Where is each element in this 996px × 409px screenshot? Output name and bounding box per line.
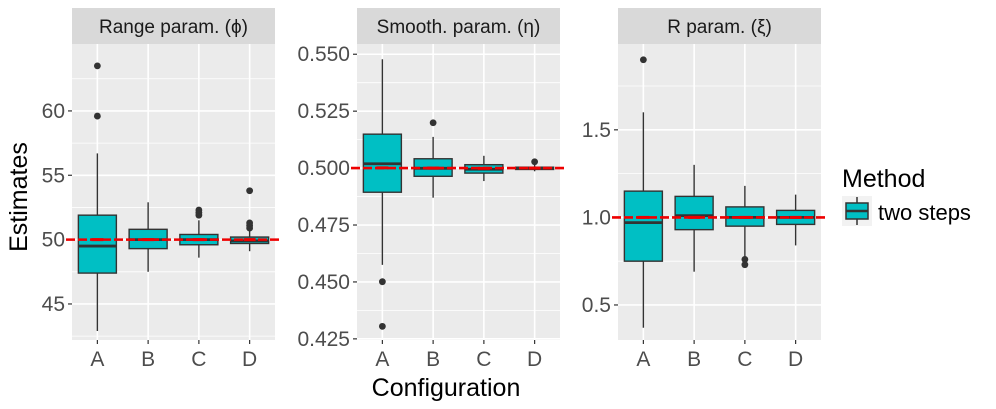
- legend: Method two steps: [842, 165, 971, 226]
- box-B: [413, 119, 453, 198]
- panel-3: R param. (ξ) 0.5 1.0 1.5 A B C D: [582, 8, 827, 371]
- outlier-point: [639, 56, 647, 64]
- panel-title: Range param. (ϕ): [99, 17, 248, 38]
- panel-1: Range param. (ϕ) 45 50 55 60 A B C D: [42, 8, 281, 371]
- x-tick-label: B: [426, 348, 440, 371]
- y-tick-label: 45: [42, 293, 65, 316]
- outlier-point: [429, 119, 437, 127]
- box-A: [362, 59, 403, 330]
- panel-title: R param. (ξ): [667, 17, 772, 38]
- x-tick-label: D: [242, 348, 257, 371]
- y-tick-label: 0.5: [582, 294, 611, 317]
- outlier-point: [246, 187, 254, 195]
- y-tick-label: 0.550: [297, 43, 350, 66]
- outlier-point: [741, 261, 749, 269]
- outlier-point: [378, 322, 386, 330]
- legend-label-two-steps: two steps: [878, 200, 971, 225]
- x-tick-label: A: [636, 348, 650, 371]
- panel-background: [72, 44, 275, 340]
- y-tick-label: 0.525: [297, 100, 350, 123]
- x-tick-label: C: [476, 348, 491, 371]
- outlier-point: [195, 206, 203, 214]
- y-tick-label: 1.5: [582, 119, 611, 142]
- panel-strip: [357, 8, 560, 44]
- y-tick-label: 60: [42, 100, 65, 123]
- x-axis-title: Configuration: [372, 374, 521, 402]
- box-A: [77, 62, 118, 331]
- y-tick-label: 50: [42, 229, 65, 252]
- box-iqr: [623, 190, 664, 262]
- outlier-point: [531, 158, 539, 166]
- box-B: [674, 164, 714, 272]
- y-tick-label: 1.0: [582, 206, 611, 229]
- y-tick-label: 55: [42, 164, 65, 187]
- box-A: [623, 56, 664, 328]
- outlier-point: [246, 219, 254, 227]
- x-tick-label: D: [788, 348, 803, 371]
- x-tick-label: B: [141, 348, 155, 371]
- box-iqr: [674, 195, 714, 231]
- outlier-point: [93, 62, 101, 70]
- outlier-point: [378, 278, 386, 286]
- outlier-point: [93, 112, 101, 120]
- y-tick-label: 0.450: [297, 271, 350, 294]
- y-tick-label: 0.475: [297, 214, 350, 237]
- x-tick-label: C: [191, 348, 206, 371]
- outlier-point: [741, 256, 749, 263]
- x-tick-label: D: [527, 348, 542, 371]
- x-tick-label: A: [90, 348, 104, 371]
- y-axis-title: Estimates: [5, 142, 33, 252]
- x-tick-label: C: [737, 348, 752, 371]
- y-tick-label: 0.425: [297, 328, 350, 351]
- panel-strip: [72, 8, 275, 44]
- legend-title: Method: [842, 165, 925, 193]
- box-iqr: [77, 214, 118, 274]
- x-tick-label: A: [375, 348, 389, 371]
- x-tick-label: B: [687, 348, 701, 371]
- y-tick-label: 0.500: [297, 157, 350, 180]
- panel-2: Smooth. param. (η) 0.425 0.450 0.475 0.500 0.…: [297, 8, 566, 371]
- panel-title: Smooth. param. (η): [377, 17, 541, 38]
- panel-strip: [618, 8, 821, 44]
